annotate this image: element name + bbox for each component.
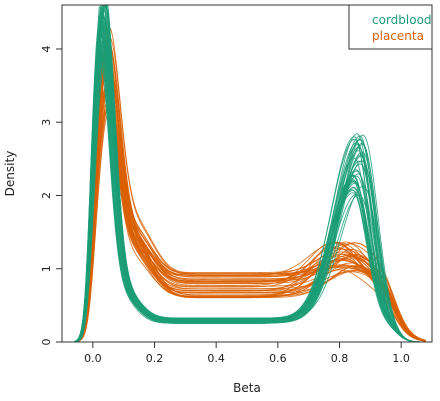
x-tick-label: 1.0: [392, 352, 410, 365]
x-tick-label: 0.8: [331, 352, 349, 365]
density-curve-placenta: [74, 76, 426, 343]
x-tick-label: 0.0: [84, 352, 102, 365]
density-curve-placenta: [74, 65, 426, 343]
y-tick-label: 0: [40, 339, 53, 346]
legend: cordblood placenta: [348, 4, 433, 50]
y-tick-label: 1: [40, 265, 53, 272]
y-axis-label: Density: [3, 151, 17, 197]
x-tick-label: 0.4: [207, 352, 225, 365]
density-curve-placenta: [74, 75, 426, 343]
density-curve-placenta: [74, 54, 426, 343]
y-tick-label: 2: [40, 192, 53, 199]
density-curve-placenta: [74, 41, 426, 343]
plot-frame: [61, 4, 433, 343]
density-curve-cordblood: [74, 4, 426, 343]
x-axis: 0.0 0.2 0.4 0.6 0.8 1.0: [84, 342, 410, 365]
x-tick-label: 0.2: [146, 352, 164, 365]
y-tick-label: 4: [40, 45, 53, 52]
density-curve-placenta: [74, 110, 426, 343]
density-curve-placenta: [74, 50, 426, 343]
y-tick-label: 3: [40, 119, 53, 126]
x-tick-label: 0.6: [269, 352, 287, 365]
density-curve-cordblood: [74, 40, 426, 343]
y-axis: 0 1 2 3 4: [40, 45, 62, 346]
legend-entry-cordblood: cordblood: [372, 13, 432, 27]
density-curves: [74, 3, 426, 343]
legend-entry-placenta: placenta: [372, 29, 424, 43]
density-curve-cordblood: [74, 25, 426, 343]
x-axis-label: Beta: [233, 381, 261, 395]
density-curve-cordblood: [74, 24, 426, 343]
legend-box: [348, 4, 433, 50]
